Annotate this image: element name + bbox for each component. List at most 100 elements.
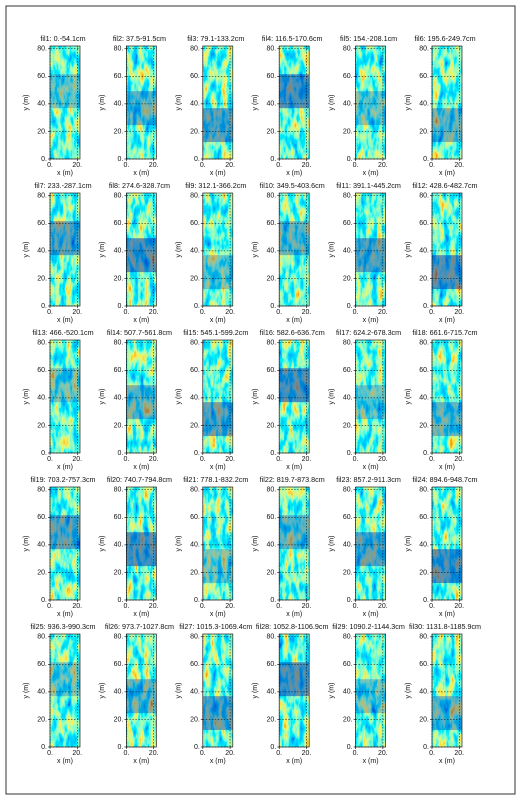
y-tick-label: 60. <box>266 220 276 227</box>
y-tick-label: 80. <box>190 487 200 494</box>
y-tick-label: 0. <box>270 303 276 310</box>
y-tick-label: 40. <box>343 248 353 255</box>
y-tick-label: 20. <box>190 716 200 723</box>
y-tick-label: 40. <box>343 395 353 402</box>
heatmap-field <box>432 46 462 159</box>
y-tick-label: 60. <box>37 73 47 80</box>
heatmap-patch <box>126 532 157 567</box>
x-tick-label: 20. <box>225 309 235 316</box>
y-tick-label: 0. <box>118 597 124 604</box>
x-axis-label: x (m) <box>133 464 149 471</box>
x-axis-label: x (m) <box>363 170 379 177</box>
y-axis-label: y (m) <box>405 683 412 699</box>
x-axis-label: x (m) <box>133 611 149 618</box>
y-tick-label: 0. <box>270 450 276 457</box>
y-tick-label: 20. <box>37 716 47 723</box>
x-tick-label: 20. <box>378 162 388 169</box>
x-tick-label: 0. <box>47 603 53 610</box>
y-tick-label: 20. <box>419 128 429 135</box>
y-tick-label: 80. <box>37 340 47 347</box>
heatmap <box>355 340 386 453</box>
heatmap-patch <box>432 696 462 731</box>
heatmap-patch <box>355 385 386 420</box>
y-tick-label: 60. <box>190 661 200 668</box>
y-axis-label: y (m) <box>99 683 106 699</box>
x-tick-label: 20. <box>454 309 464 316</box>
x-tick-label: 20. <box>149 162 159 169</box>
x-axis-label: x (m) <box>210 170 226 177</box>
panel-title: fil26: 973.7-1027.8cm <box>105 622 174 631</box>
heatmap-field <box>279 340 310 453</box>
x-tick-label: 0. <box>276 309 282 316</box>
x-tick-label: 20. <box>378 309 388 316</box>
y-tick-label: 0. <box>347 156 353 163</box>
heatmap <box>279 487 310 600</box>
x-axis-label: x (m) <box>57 464 73 471</box>
x-tick-label: 0. <box>200 456 206 463</box>
y-axis-label: y (m) <box>23 536 30 552</box>
x-tick-label: 0. <box>353 309 359 316</box>
heatmap-field <box>126 46 157 159</box>
y-tick-label: 80. <box>114 193 124 200</box>
y-axis-label: y (m) <box>405 536 412 552</box>
x-tick-label: 20. <box>72 309 82 316</box>
y-tick-label: 60. <box>37 367 47 374</box>
heatmap-patch <box>432 402 462 437</box>
y-tick-label: 0. <box>270 156 276 163</box>
y-tick-label: 60. <box>37 514 47 521</box>
y-tick-label: 0. <box>194 156 200 163</box>
y-tick-label: 40. <box>114 395 124 402</box>
heatmap-field <box>126 487 157 600</box>
x-tick-label: 20. <box>454 603 464 610</box>
heatmap-patch <box>202 402 233 437</box>
heatmap-patch <box>202 696 233 731</box>
y-tick-label: 80. <box>266 46 276 53</box>
x-tick-label: 20. <box>149 603 159 610</box>
heatmap-patch <box>126 91 157 126</box>
heatmap <box>432 46 462 159</box>
x-tick-label: 20. <box>302 309 312 316</box>
y-tick-label: 40. <box>37 101 47 108</box>
x-tick-label: 0. <box>276 162 282 169</box>
y-tick-label: 40. <box>419 248 429 255</box>
heatmap-field <box>355 193 386 306</box>
y-axis-label: y (m) <box>23 242 30 258</box>
y-tick-label: 0. <box>41 744 47 751</box>
y-axis-label: y (m) <box>405 389 412 405</box>
y-tick-label: 20. <box>190 275 200 282</box>
y-tick-label: 40. <box>419 689 429 696</box>
x-tick-label: 20. <box>149 750 159 757</box>
heatmap-field <box>202 487 233 600</box>
x-tick-label: 20. <box>378 456 388 463</box>
y-tick-label: 20. <box>343 128 353 135</box>
y-axis-label: y (m) <box>23 95 30 111</box>
y-axis-label: y (m) <box>328 536 335 552</box>
heatmap <box>279 193 310 306</box>
x-tick-label: 20. <box>225 162 235 169</box>
x-tick-label: 20. <box>225 603 235 610</box>
panel-title: fil5: 154.-208.1cm <box>340 34 397 43</box>
x-axis-label: x (m) <box>133 317 149 324</box>
y-tick-label: 60. <box>114 514 124 521</box>
x-tick-label: 0. <box>353 750 359 757</box>
y-tick-label: 80. <box>114 340 124 347</box>
x-tick-label: 20. <box>225 750 235 757</box>
y-tick-label: 60. <box>190 73 200 80</box>
y-tick-label: 0. <box>194 597 200 604</box>
x-axis-label: x (m) <box>363 758 379 765</box>
x-tick-label: 0. <box>200 309 206 316</box>
heatmap <box>202 487 233 600</box>
frame <box>5 5 516 795</box>
heatmap <box>126 46 157 159</box>
y-tick-label: 40. <box>37 689 47 696</box>
x-tick-label: 0. <box>276 750 282 757</box>
panel-title: fil29: 1090.2-1144.3cm <box>332 622 405 631</box>
y-tick-label: 80. <box>419 487 429 494</box>
y-tick-label: 40. <box>114 248 124 255</box>
x-tick-label: 0. <box>276 456 282 463</box>
y-tick-label: 20. <box>419 275 429 282</box>
heatmap-patch <box>355 532 386 567</box>
y-tick-label: 40. <box>266 248 276 255</box>
y-tick-label: 60. <box>190 220 200 227</box>
panel-title: fil13: 466.-520.1cm <box>32 328 93 337</box>
